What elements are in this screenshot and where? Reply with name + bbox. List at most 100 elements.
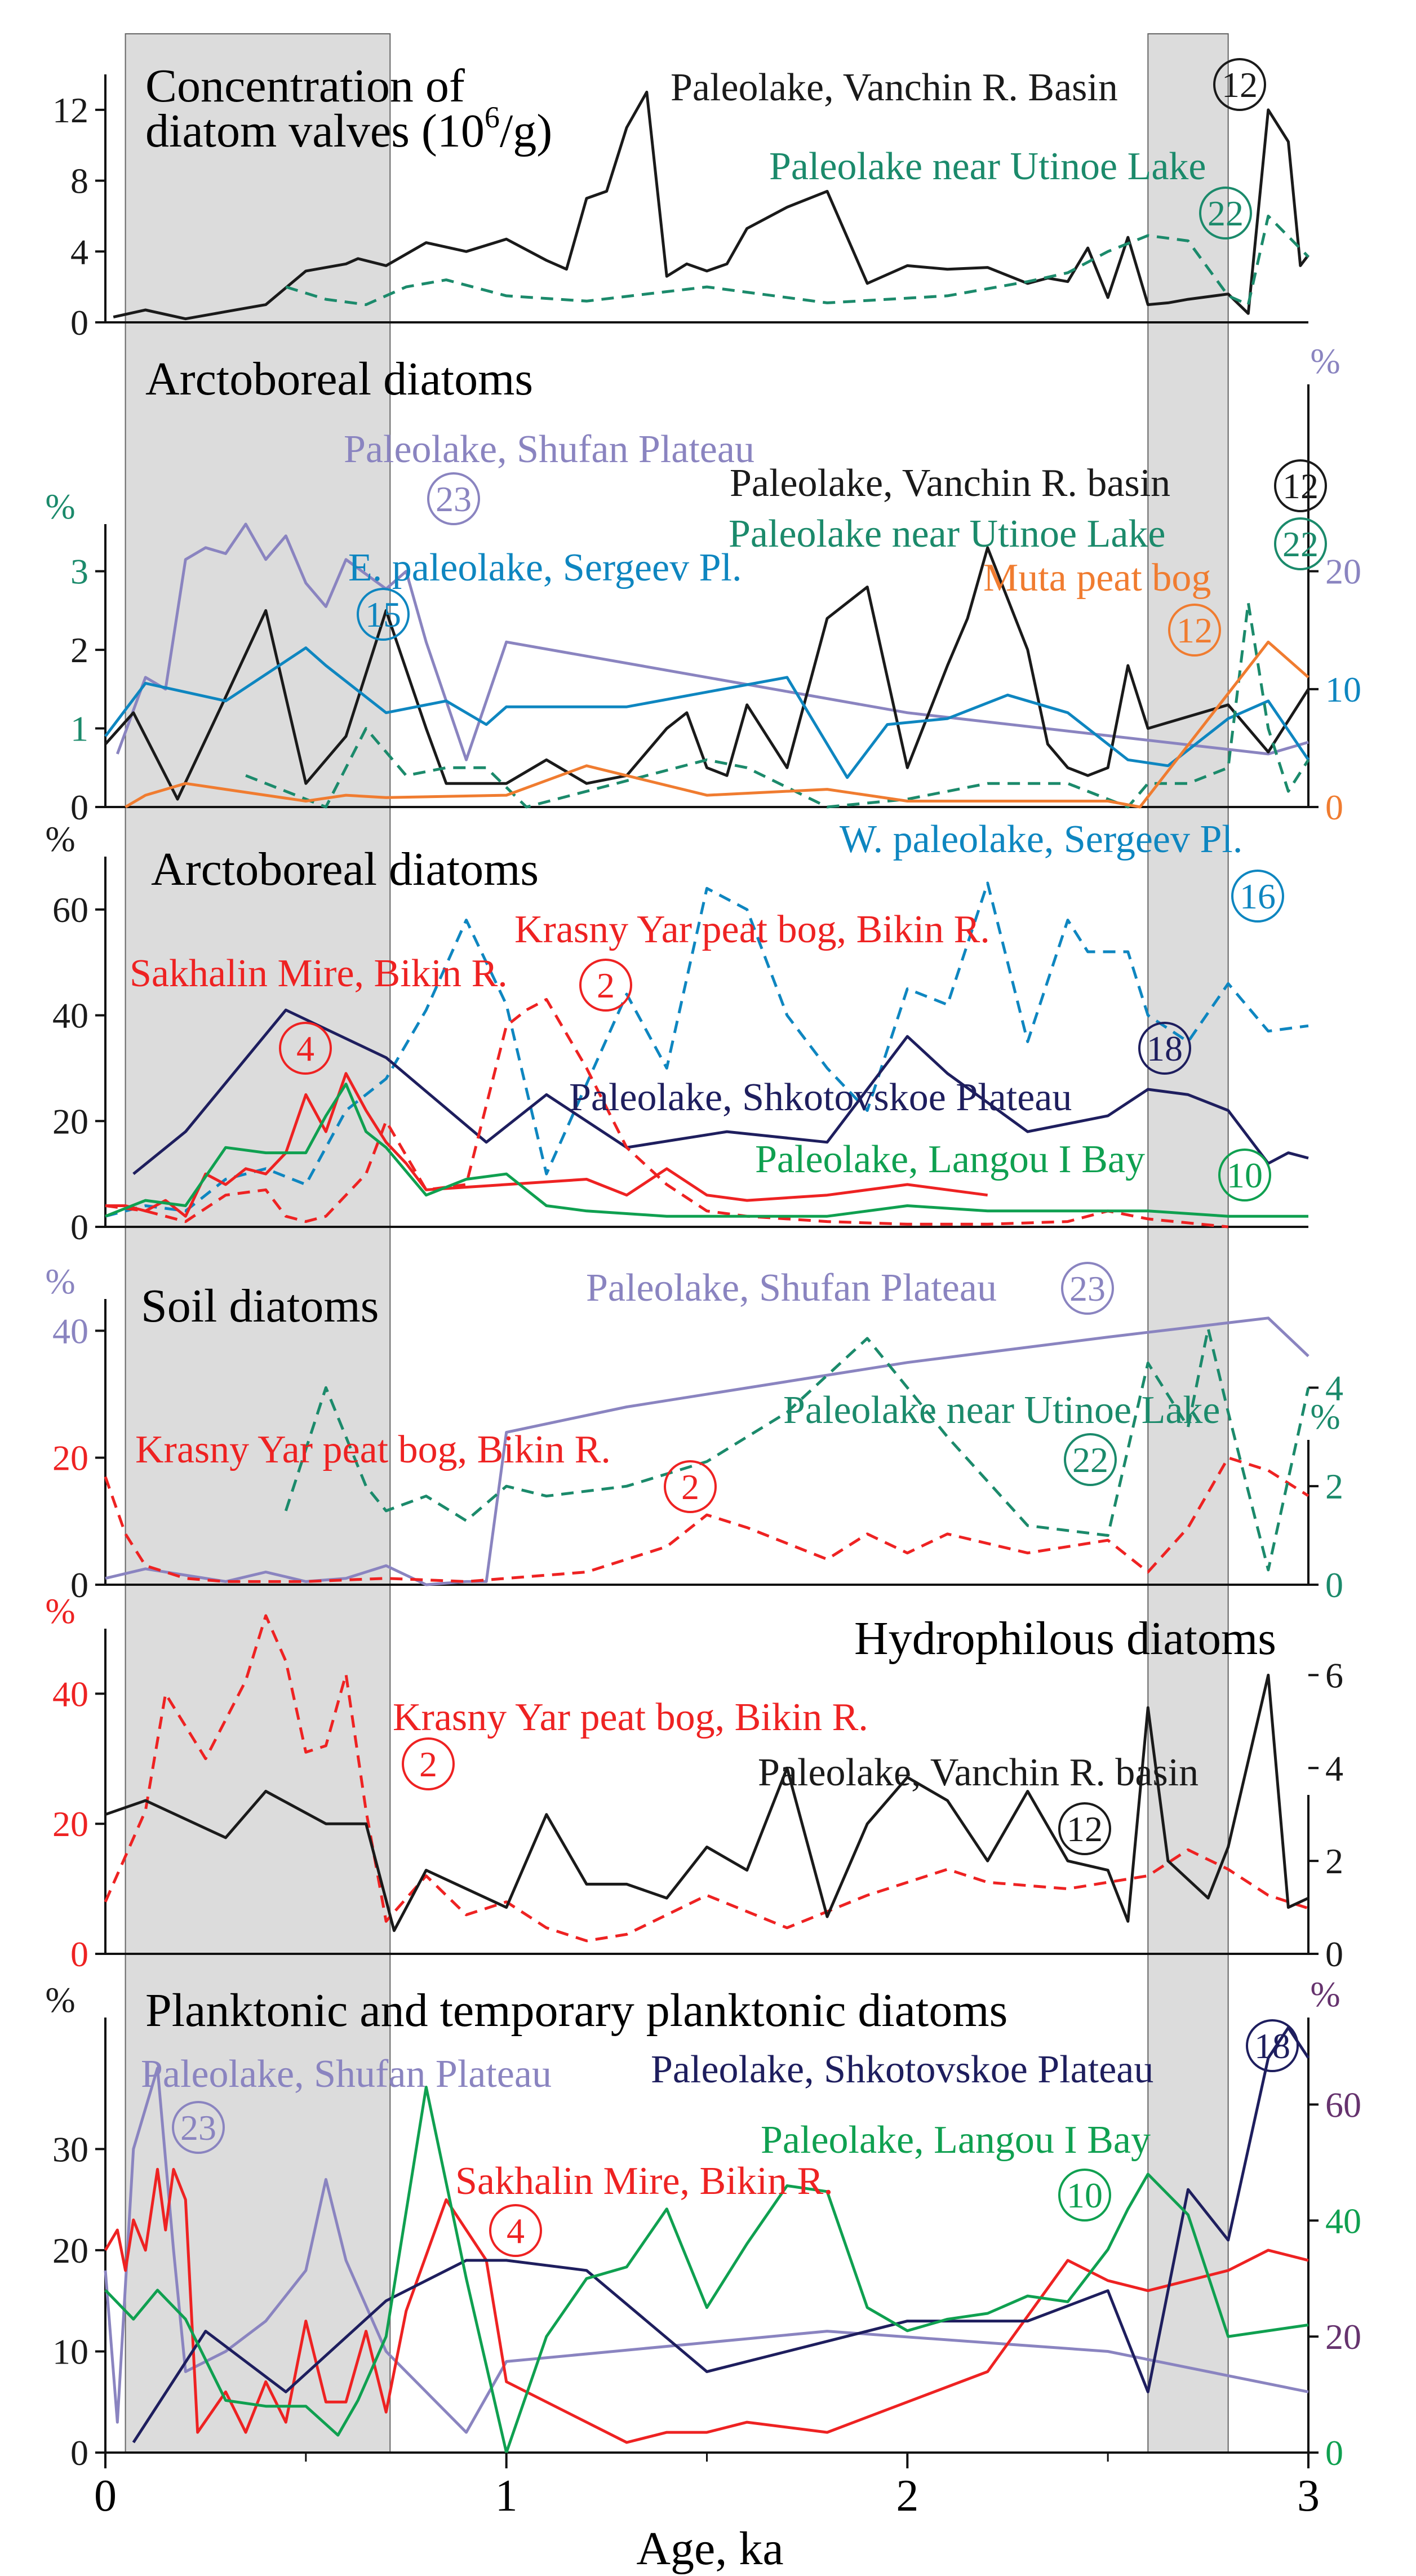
left-tick-label: 60 [52,890,88,930]
left-tick-label: 0 [70,2433,88,2473]
series-number: 22 [1208,193,1244,233]
right-tick-label: 20 [1325,552,1361,592]
series-number: 23 [180,2108,216,2148]
series-label: Paleolake near Utinoe Lake [783,1389,1220,1432]
series-number: 2 [597,965,615,1005]
x-tick-label: 3 [1297,2471,1320,2521]
series-number: 4 [507,2211,525,2251]
series-number-circle [1231,870,1284,923]
shaded-interval-1 [125,33,391,2453]
right-tick-label: 10 [1325,670,1361,710]
left-tick-label: 0 [70,303,88,343]
series-number: 12 [1222,65,1258,105]
x-tick-label: 1 [495,2471,518,2521]
panel-hydrophilous: Hydrophilous diatoms 0 20 40% 0 2 4 6 Krasny Ya… [45,1591,1343,1974]
right-tick-label: 0 [1325,787,1343,827]
left-tick-label: 20 [52,1804,88,1844]
panel-arctoboreal-2: Arctoboreal diatoms 0 20 40 60% W. paleolake… [45,818,1309,1247]
right-tick-label: 6 [1325,1655,1343,1695]
series-line-krasny-yar-peat-bog-bikin-r- [104,1614,1309,1943]
series-line-paleolake-shufan-plateau [104,2067,1309,2434]
series-label: Paleolake, Vanchin R. basin [758,1751,1199,1794]
series-label: Paleolake near Utinoe Lake [729,512,1165,556]
left-tick-label: 10 [52,2331,88,2371]
series-line-paleolake-vanchin-r-basin [113,90,1310,321]
series-number: 10 [1067,2175,1103,2215]
series-label: E. paleolake, Sergeev Pl. [348,546,742,589]
series-number-circle [402,1737,455,1790]
panel-title: Arctoboreal diatoms [145,353,533,405]
right-tick-label: 20 [1325,2317,1361,2357]
series-line-sakhalin-mire-bikin-r- [105,1072,988,1218]
series-number-circle [172,2101,225,2154]
series-number-circle [1064,1433,1117,1486]
right-tick-label: 4 [1325,1368,1343,1408]
left-unit-label: % [45,1591,75,1631]
series-line-paleolake-near-utinoe-lake [245,601,1310,809]
series-label: Paleolake, Langou I Bay [755,1138,1145,1181]
series-label: Muta peat bog [983,556,1211,600]
panel-title: Planktonic and temporary planktonic diat… [145,1984,1007,2037]
panel-title: Soil diatoms [141,1280,379,1332]
left-tick-label: 20 [52,1101,88,1141]
right-tick-label: 0 [1325,1565,1343,1605]
left-tick-label: 0 [70,1934,88,1974]
left-tick-label: 12 [52,90,88,130]
series-number-circle [1061,1262,1114,1315]
panel-title-line1: Concentration of [145,60,465,112]
series-label: Sakhalin Mire, Bikin R. [130,952,508,995]
shaded-intervals [125,33,1229,2453]
left-tick-label: 40 [52,1311,88,1351]
left-tick-label: 2 [70,630,88,670]
left-tick-label: 3 [70,552,88,592]
right-tick-label: 2 [1325,1466,1343,1506]
series-line-paleolake-langou-i-bay [104,2086,1309,2454]
series-line-paleolake-shkotovskoe-plateau [132,2026,1310,2444]
left-tick-label: 20 [52,2231,88,2271]
x-tick-label: 2 [896,2471,918,2521]
series-line-krasny-yar-peat-bog-bikin-r- [104,1456,1310,1583]
series-number-circle [579,959,632,1012]
panel-arctoboreal-1: Arctoboreal diatoms 0123%01020%Paleolake… [45,341,1361,827]
left-tick-label: 30 [52,2129,88,2169]
series-number-circle [357,588,410,641]
series-label: Paleolake, Shkotovskoe Plateau [651,2048,1153,2091]
panel-title: Hydrophilous diatoms [854,1612,1276,1665]
series-number-circle [1138,1022,1191,1075]
series-number-circle [664,1460,717,1513]
series-number: 12 [1177,610,1213,650]
series-number: 4 [296,1028,314,1068]
series-number-circle [1274,459,1327,512]
series-number: 2 [681,1467,699,1507]
series-number-circle [1246,2019,1299,2072]
left-tick-label: 40 [52,1674,88,1714]
series-number: 2 [419,1744,437,1784]
series-label: Sakhalin Mire, Bikin R. [455,2160,833,2203]
left-tick-label: 0 [70,1207,88,1247]
series-label: Paleolake, Shkotovskoe Plateau [569,1076,1072,1119]
shaded-interval-2 [1147,33,1229,2453]
series-number-circle [1058,1802,1111,1855]
right-tick-label: 0 [1325,1934,1343,1974]
left-tick-label: 20 [52,1438,88,1478]
series-number-circle [1218,1149,1271,1201]
series-number: 18 [1254,2026,1290,2066]
series-line-w-paleolake-sergeev-pl- [105,881,1309,1218]
series-label: Paleolake, Shufan Plateau [344,428,754,471]
right-unit-label: % [1310,1396,1340,1436]
series-number: 10 [1227,1155,1263,1195]
series-line-paleolake-vanchin-r-basin [105,1673,1310,1932]
left-unit-label: % [45,819,75,859]
series-label: W. paleolake, Sergeev Pl. [840,818,1242,861]
series-line-paleolake-shkotovskoe-plateau [132,1008,1309,1176]
right-tick-label: 0 [1325,2433,1343,2473]
series-label: Paleolake, Vanchin R. Basin [671,66,1118,109]
panel-soil: Soil diatoms 0 20 40% 0 2 4% Paleolake, Shufan… [45,1261,1343,1605]
series-line-paleolake-near-utinoe-lake [284,1327,1310,1572]
x-axis-label: Age, ka [636,2522,783,2575]
right-unit-label: % [1310,341,1340,381]
series-number-circle [489,2204,542,2257]
series-number: 22 [1282,524,1319,564]
series-number-circle [427,472,480,525]
